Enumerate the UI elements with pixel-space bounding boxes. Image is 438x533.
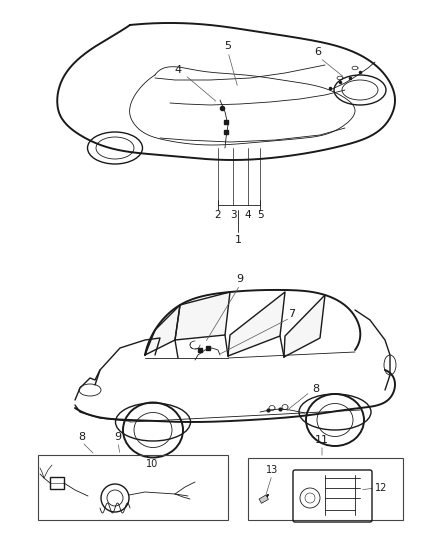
Text: 12: 12 [375, 483, 387, 493]
Polygon shape [145, 305, 180, 355]
Polygon shape [228, 292, 285, 356]
Text: 1: 1 [234, 235, 241, 245]
Text: 5: 5 [257, 210, 263, 220]
Text: 4: 4 [245, 210, 251, 220]
Text: 4: 4 [174, 65, 182, 75]
Bar [50, 477, 64, 489]
Text: 11: 11 [315, 435, 329, 445]
Bar [38, 455, 228, 520]
Text: 3: 3 [230, 210, 237, 220]
Text: 9: 9 [237, 274, 244, 284]
Text: 7: 7 [289, 309, 296, 319]
Text: 9: 9 [114, 432, 122, 442]
Text: 10: 10 [146, 459, 158, 469]
Text: 6: 6 [314, 47, 321, 57]
Polygon shape [175, 292, 230, 340]
Polygon shape [284, 295, 325, 357]
Text: 5: 5 [225, 41, 232, 51]
Text: 13: 13 [266, 465, 278, 475]
Bar [248, 458, 403, 520]
Text: 8: 8 [78, 432, 85, 442]
Text: 8: 8 [312, 384, 320, 394]
Text: 2: 2 [215, 210, 221, 220]
Bar [259, 495, 268, 503]
